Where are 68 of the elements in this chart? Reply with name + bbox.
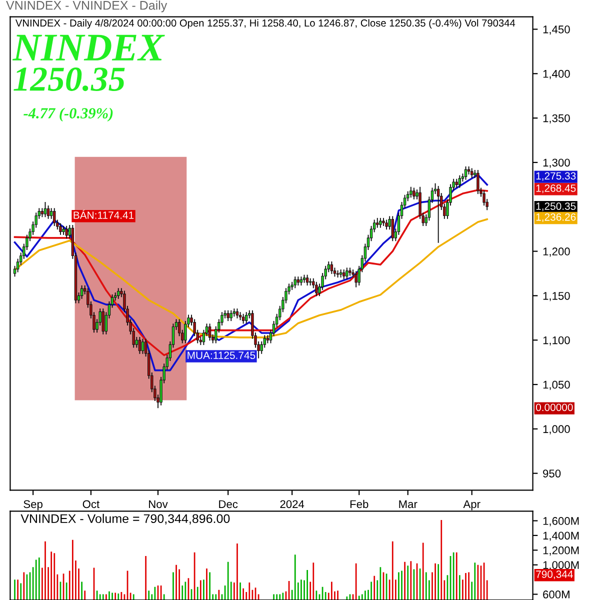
- candlestick: [476, 170, 480, 194]
- y-tick-label: 1,200M: [543, 546, 579, 556]
- y-tick-label: 1,600M: [543, 517, 579, 526]
- candlestick: [412, 188, 416, 200]
- y-tick-label: 1,450: [543, 26, 570, 35]
- candlestick: [436, 186, 440, 243]
- candlestick: [354, 271, 358, 288]
- candlestick: [294, 276, 296, 288]
- annotation: 1250.35: [14, 68, 125, 92]
- candlestick: [309, 278, 312, 286]
- annotation: MUA:1125.745: [188, 352, 256, 360]
- text: 1,250.35: [536, 202, 576, 212]
- candlestick: [410, 186, 412, 198]
- x-tick-label: Feb: [350, 500, 368, 508]
- x-tick-label: Oct: [82, 500, 100, 508]
- x-tick-label: Dec: [219, 500, 238, 508]
- candlestick: [208, 324, 212, 341]
- y-tick-label: 950: [543, 470, 561, 478]
- y-tick-label: 1,400M: [543, 532, 579, 541]
- y-tick-label: 1,350: [543, 114, 570, 124]
- text: 0.00000: [536, 404, 573, 412]
- y-tick-label: 1,000: [543, 425, 570, 434]
- candlestick: [65, 226, 68, 238]
- candlestick: [138, 336, 142, 354]
- candlestick: [458, 175, 462, 188]
- candlestick: [50, 208, 53, 219]
- text: 1,236.26: [536, 213, 576, 222]
- annotation: BÁN:1174.41: [74, 210, 134, 219]
- x-tick-label: Mar: [399, 500, 418, 508]
- y-tick-label: 1,100: [543, 336, 570, 346]
- y-tick-label: 1,200: [543, 248, 570, 257]
- x-tick-label: 2024: [280, 500, 304, 508]
- annotation: -4.77 (-0.39%): [24, 108, 113, 122]
- annotation: NINDEX: [12, 34, 165, 60]
- chart-title: VNINDEX - VNINDEX - Daily: [6, 0, 168, 12]
- y-tick-label: 1,000M: [543, 561, 579, 570]
- chart-title: VNINDEX - Volume = 790,344,896.00: [20, 514, 230, 525]
- text: 790,344: [536, 570, 573, 580]
- x-tick-label: Nov: [149, 500, 168, 508]
- candlestick: [245, 312, 248, 324]
- line-series: [14, 174, 488, 372]
- candlestick: [330, 261, 334, 274]
- candlestick: [346, 268, 348, 280]
- y-tick-label: 600M: [543, 590, 570, 598]
- candlestick: [230, 310, 232, 322]
- y-tick-label: 1,050: [543, 380, 570, 390]
- text: 1,268.45: [536, 184, 576, 194]
- candlestick: [226, 310, 230, 322]
- candlestick: [464, 166, 468, 180]
- candlestick: [391, 216, 394, 242]
- x-tick-label: Apr: [463, 500, 480, 510]
- x-tick-label: Sep: [24, 500, 42, 510]
- candlestick: [44, 202, 47, 218]
- candlestick: [46, 205, 50, 219]
- text: 1,275.33: [536, 172, 576, 181]
- candlestick: [102, 308, 104, 334]
- candlestick: [53, 208, 56, 226]
- y-tick-label: 1,150: [543, 292, 570, 302]
- candlestick: [482, 190, 486, 206]
- y-tick-label: 1,400: [543, 70, 570, 80]
- candlestick: [141, 338, 144, 354]
- candlestick: [117, 288, 120, 299]
- candlestick: [306, 274, 309, 286]
- candlestick: [59, 223, 62, 235]
- candlestick: [315, 282, 318, 296]
- y-tick-label: 1,300: [543, 158, 570, 168]
- chart-subtitle: VNINDEX - Daily 4/8/2024 00:00:00 Open 1255.37, Hi 1258.40, Lo 1246.87, Close 1250.35 (-0.4%) Vol 790344: [15, 19, 516, 29]
- candlestick: [336, 270, 340, 278]
